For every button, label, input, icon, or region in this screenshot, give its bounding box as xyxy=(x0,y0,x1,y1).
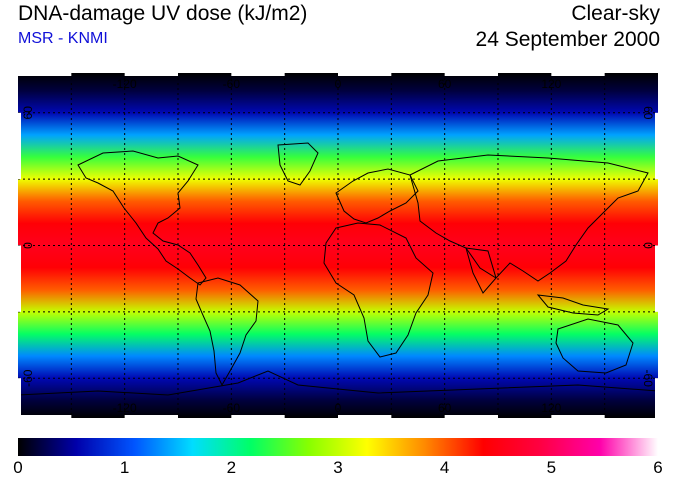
longitude-labels-bottom: -120 -60 0 60 120 xyxy=(113,401,562,415)
colorbar-gradient xyxy=(18,438,658,456)
longitude-label: 0 xyxy=(335,77,342,91)
latitude-label: 60 xyxy=(641,106,655,120)
frame-segment xyxy=(18,73,72,76)
longitude-label: -120 xyxy=(113,77,137,91)
latitude-label: -60 xyxy=(21,369,35,387)
longitude-label: 60 xyxy=(438,77,452,91)
map-frame-ticks xyxy=(18,73,658,418)
sky-condition: Clear-sky xyxy=(571,2,660,25)
colorbar-tick-label: 6 xyxy=(653,458,663,477)
frame-segment xyxy=(655,112,658,180)
longitude-label: 120 xyxy=(541,77,561,91)
coastline-south-america xyxy=(195,277,259,387)
frame-segment xyxy=(338,415,392,418)
frame-segment xyxy=(338,73,392,76)
colorbar-tick-label: 1 xyxy=(119,458,130,477)
coastline-australia xyxy=(555,318,634,374)
coastline-india xyxy=(465,247,497,294)
frame-segment xyxy=(551,73,605,76)
coastline-africa xyxy=(323,222,434,358)
longitude-label: -60 xyxy=(223,77,241,91)
colorbar-tick-label: 0 xyxy=(13,458,23,477)
latitude-label: 60 xyxy=(21,106,35,120)
latitude-label: -60 xyxy=(641,370,655,388)
longitude-label: -60 xyxy=(223,401,241,415)
longitude-label: 60 xyxy=(438,401,452,415)
frame-segment xyxy=(551,415,605,418)
frame-segment xyxy=(231,415,285,418)
coastline-north-america xyxy=(77,150,207,286)
frame-segment xyxy=(18,245,21,312)
frame-segment xyxy=(444,73,498,76)
colorbar-tick-label: 5 xyxy=(546,458,557,477)
source-label: MSR - KNMI xyxy=(18,30,108,47)
colorbar-tick-label: 3 xyxy=(333,458,343,477)
colorbar-tick-label: 2 xyxy=(226,458,237,477)
frame-segment xyxy=(655,245,658,312)
frame-segment xyxy=(655,378,658,418)
coastline-europe xyxy=(335,168,419,224)
colorbar-tick-label: 4 xyxy=(439,458,450,477)
coastline-greenland xyxy=(277,142,319,186)
graticule xyxy=(18,73,658,418)
colorbar xyxy=(18,438,658,456)
coastline-asia xyxy=(409,154,649,282)
map-date: 24 September 2000 xyxy=(475,28,660,51)
frame-segment xyxy=(124,73,178,76)
latitude-label: 0 xyxy=(641,242,655,249)
frame-segment xyxy=(18,112,21,180)
frame-segment xyxy=(231,73,285,76)
frame-segment xyxy=(124,415,178,418)
latitude-labels-left: 60 0 -60 xyxy=(21,106,35,387)
longitude-label: -120 xyxy=(113,401,137,415)
frame-segment xyxy=(18,378,21,418)
latitude-labels-right: 60 0 -60 xyxy=(641,106,655,387)
longitude-label: 120 xyxy=(541,401,561,415)
longitude-label: 0 xyxy=(335,401,342,415)
latitude-label: 0 xyxy=(21,242,35,249)
longitude-labels-top: -120 -60 0 60 120 xyxy=(113,77,562,91)
frame-segment xyxy=(18,415,72,418)
map-title: DNA-damage UV dose (kJ/m2) xyxy=(18,2,308,25)
uv-dose-map: -120 -60 0 60 120 -120 -60 0 60 120 60 0 -60 60 0 -6… xyxy=(18,73,658,418)
frame-segment xyxy=(444,415,498,418)
